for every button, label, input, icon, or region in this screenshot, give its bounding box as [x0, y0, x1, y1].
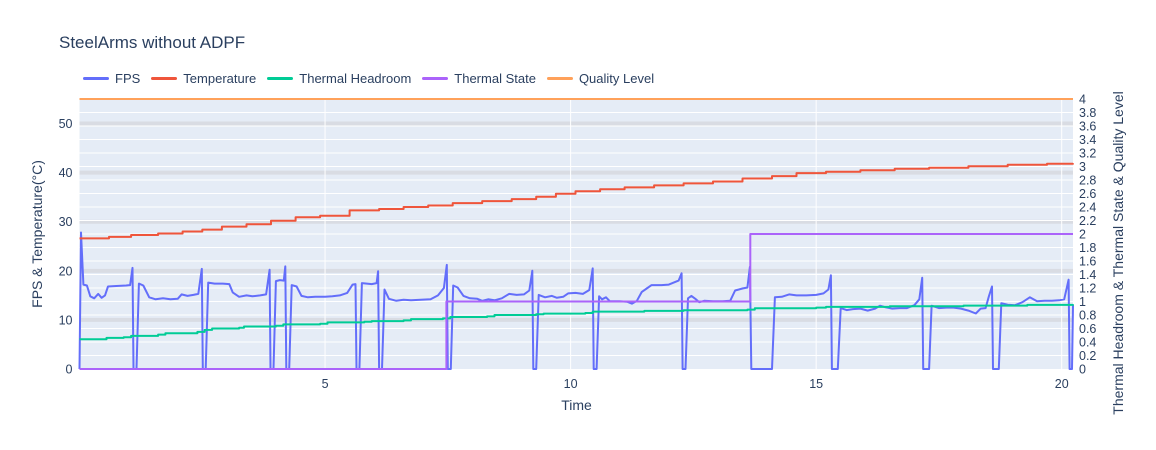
x-axis-title: Time [561, 397, 592, 413]
legend-item-temperature[interactable]: Temperature [151, 71, 256, 86]
series-line-temperature [79, 162, 1074, 240]
y-right-tick-label: 1.4 [1079, 268, 1096, 282]
y-right-tick-label: 1.2 [1079, 282, 1096, 296]
legend-label: Thermal State [454, 71, 536, 86]
y-right-tick-label: 0 [1079, 363, 1086, 377]
series-line-thermal-state [79, 233, 1073, 370]
y-right-tick-label: 3 [1079, 160, 1086, 174]
y-left-tick-label: 0 [66, 363, 73, 377]
y-left-tick-label: 30 [59, 215, 73, 229]
y-left-tick-label: 20 [59, 264, 73, 278]
legend-label: FPS [115, 71, 141, 86]
y-left-tick-label: 40 [59, 166, 73, 180]
y-right-tick-label: 1.8 [1079, 241, 1096, 255]
legend-item-quality-level[interactable]: Quality Level [546, 71, 655, 86]
y-left-tick-label: 50 [59, 117, 73, 131]
y-right-tick-label: 0.6 [1079, 322, 1096, 336]
legend-item-thermal-headroom[interactable]: Thermal Headroom [267, 71, 411, 86]
y-right-tick-label: 3.6 [1079, 120, 1096, 134]
y-right-tick-label: 3.4 [1079, 133, 1096, 147]
chart-title: SteelArms without ADPF [59, 33, 246, 52]
y-right-tick-label: 2.6 [1079, 187, 1096, 201]
y-right-tick-label: 1.6 [1079, 255, 1096, 269]
y-right-tick-label: 4 [1079, 93, 1086, 107]
legend-line-icon [83, 77, 109, 80]
legend: FPS Temperature Thermal Headroom Thermal St… [83, 71, 654, 86]
x-tick-label: 15 [809, 377, 823, 391]
y-right-tick-label: 0.2 [1079, 349, 1096, 363]
legend-item-fps[interactable]: FPS [83, 71, 140, 86]
legend-label: Thermal Headroom [299, 71, 412, 86]
legend-label: Quality Level [578, 71, 655, 86]
x-tick-label: 20 [1055, 377, 1069, 391]
y-right-tick-label: 0.4 [1079, 336, 1096, 350]
y-right-tick-label: 3.2 [1079, 147, 1096, 161]
legend-item-thermal-state[interactable]: Thermal State [422, 71, 536, 86]
y-axis-left-title: FPS & Temperature(°C) [29, 160, 45, 308]
y-right-tick-label: 2 [1079, 228, 1086, 242]
legend-line-icon [267, 77, 294, 80]
y-right-tick-label: 3.8 [1079, 106, 1096, 120]
legend-line-icon [546, 77, 573, 80]
y-right-tick-label: 2.8 [1079, 174, 1096, 188]
x-tick-label: 5 [322, 377, 329, 391]
series-line-fps [78, 231, 1074, 370]
series-line-thermal-headroom [79, 303, 1074, 341]
y-right-tick-label: 2.2 [1079, 214, 1096, 228]
y-axis-right-title: Thermal Headroom & Thermal State & Quali… [1110, 91, 1126, 415]
legend-label: Temperature [183, 71, 257, 86]
y-right-tick-label: 1 [1079, 295, 1086, 309]
legend-line-icon [422, 77, 449, 80]
y-right-tick-label: 0.8 [1079, 309, 1096, 323]
y-left-tick-label: 10 [59, 313, 73, 327]
legend-line-icon [151, 77, 178, 80]
x-tick-label: 10 [564, 377, 578, 391]
y-right-tick-label: 2.4 [1079, 201, 1096, 215]
